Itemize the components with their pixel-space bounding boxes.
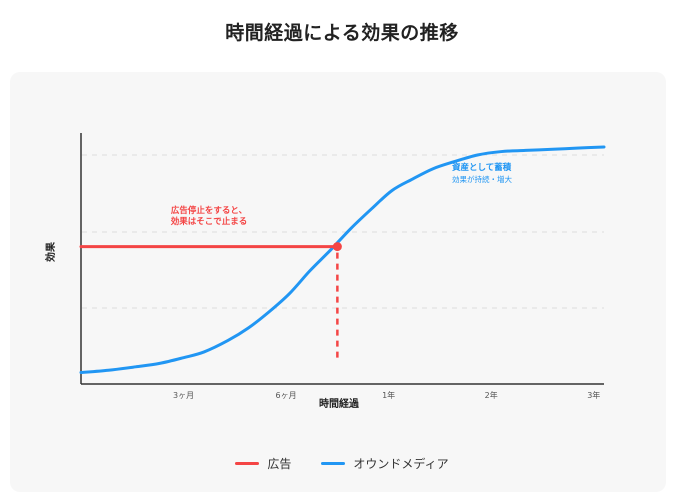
x-axis-label: 時間経過 xyxy=(319,397,360,410)
legend-label-ad: 広告 xyxy=(267,457,292,471)
grid-group xyxy=(82,154,604,309)
series-line-owned-media xyxy=(79,145,606,375)
legend-item-ad: 広告 xyxy=(235,455,291,472)
legend-label-owned-media: オウンドメディア xyxy=(353,457,449,471)
legend-swatch-owned-media xyxy=(321,462,346,465)
y-axis-label: 効果 xyxy=(44,241,57,262)
owned-annotation-title: 資産として蓄積 xyxy=(451,162,512,173)
chart-card xyxy=(10,72,666,492)
legend-item-owned-media: オウンドメディア xyxy=(321,455,449,472)
legend-swatch-ad xyxy=(235,462,260,465)
x-tick-label: 1年 xyxy=(382,390,395,400)
x-tick-label: 3年 xyxy=(587,390,600,400)
x-tick-group: 3ヶ月 6ヶ月 1年 2年 3年 xyxy=(173,390,600,400)
ad-annotation-line-2: 効果はそこで止まる xyxy=(171,216,248,227)
owned-annotation-sub: 効果が持続・増大 xyxy=(452,174,512,184)
legend: 広告 オウンドメディア xyxy=(0,455,684,472)
ad-annotation-line-1: 広告停止をすると、 xyxy=(171,205,247,216)
x-tick-label: 6ヶ月 xyxy=(276,391,297,400)
page-title: 時間経過による効果の推移 xyxy=(225,22,459,44)
x-tick-label: 3ヶ月 xyxy=(173,391,194,400)
ad-stop-point xyxy=(332,242,342,252)
x-tick-label: 2年 xyxy=(485,390,498,400)
